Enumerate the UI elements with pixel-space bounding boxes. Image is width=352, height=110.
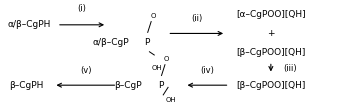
Text: +: + xyxy=(267,29,275,38)
Text: OH: OH xyxy=(152,65,162,71)
Text: P: P xyxy=(158,81,163,90)
Text: (iii): (iii) xyxy=(283,64,297,73)
Text: α/β–CgPH: α/β–CgPH xyxy=(8,20,51,29)
Text: (ii): (ii) xyxy=(191,14,202,23)
Text: (iv): (iv) xyxy=(200,66,214,75)
Text: [β–CgPOO][QH]: [β–CgPOO][QH] xyxy=(236,48,306,57)
Text: [α–CgPOO][QH]: [α–CgPOO][QH] xyxy=(236,10,306,19)
Text: β–CgPH: β–CgPH xyxy=(9,81,43,90)
Text: O: O xyxy=(150,13,156,19)
Text: [β–CgPOO][QH]: [β–CgPOO][QH] xyxy=(236,81,306,90)
Text: (i): (i) xyxy=(78,4,87,13)
Text: O: O xyxy=(164,56,169,62)
Text: α/β–CgP: α/β–CgP xyxy=(93,38,130,47)
Text: OH: OH xyxy=(165,97,176,103)
Text: β–CgP: β–CgP xyxy=(114,81,142,90)
Text: P: P xyxy=(144,38,149,47)
Text: (v): (v) xyxy=(80,66,92,75)
